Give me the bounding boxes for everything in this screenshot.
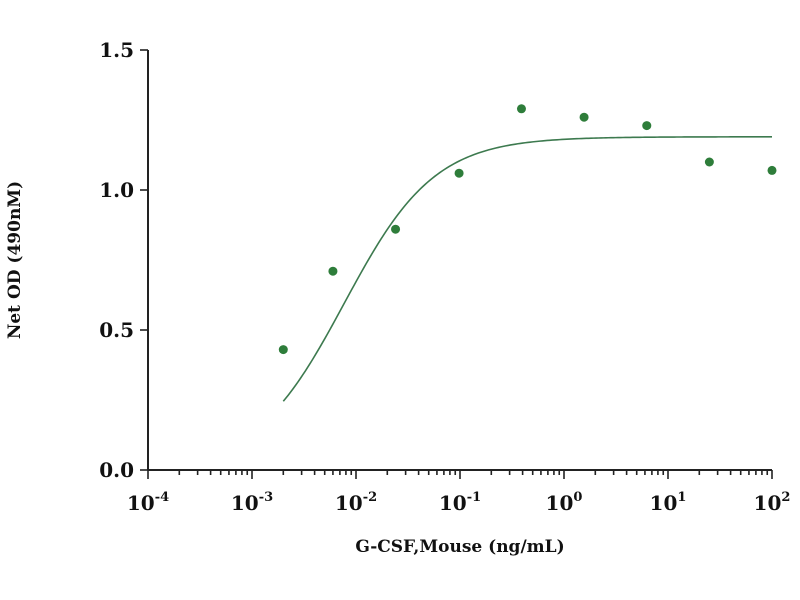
fit-curve-group (282, 136, 772, 402)
x-axis-title: G-CSF,Mouse (ng/mL) (355, 537, 564, 557)
axes (147, 50, 772, 471)
y-axis-title: Net OD (490nM) (5, 181, 25, 339)
x-tick-label: 10-1 (439, 490, 481, 515)
data-point (579, 112, 589, 122)
y-tick-label: 1.0 (99, 178, 134, 202)
x-axis-ticks: 10-4 10-3 10-2 10-1 100 101 102 (127, 470, 791, 515)
data-point (278, 345, 288, 355)
data-point (767, 165, 777, 175)
y-tick-label: 0.0 (99, 458, 134, 482)
data-point (328, 266, 338, 276)
y-tick-label: 0.5 (99, 318, 134, 342)
x-tick-label: 10-3 (231, 490, 273, 515)
x-tick-label: 100 (546, 490, 583, 515)
fit-curve (282, 136, 772, 402)
x-tick-label: 10-2 (335, 490, 377, 515)
x-tick-label: 102 (754, 490, 791, 515)
data-point (516, 104, 526, 114)
y-tick-label: 1.5 (99, 38, 134, 62)
y-axis-ticks: 0.0 0.5 1.0 1.5 (99, 38, 148, 482)
x-tick-label: 101 (650, 490, 687, 515)
data-points (278, 104, 777, 355)
data-point (704, 157, 714, 167)
data-point (454, 168, 464, 178)
data-point (642, 121, 652, 131)
x-tick-label: 10-4 (127, 490, 169, 515)
data-point (391, 224, 401, 234)
